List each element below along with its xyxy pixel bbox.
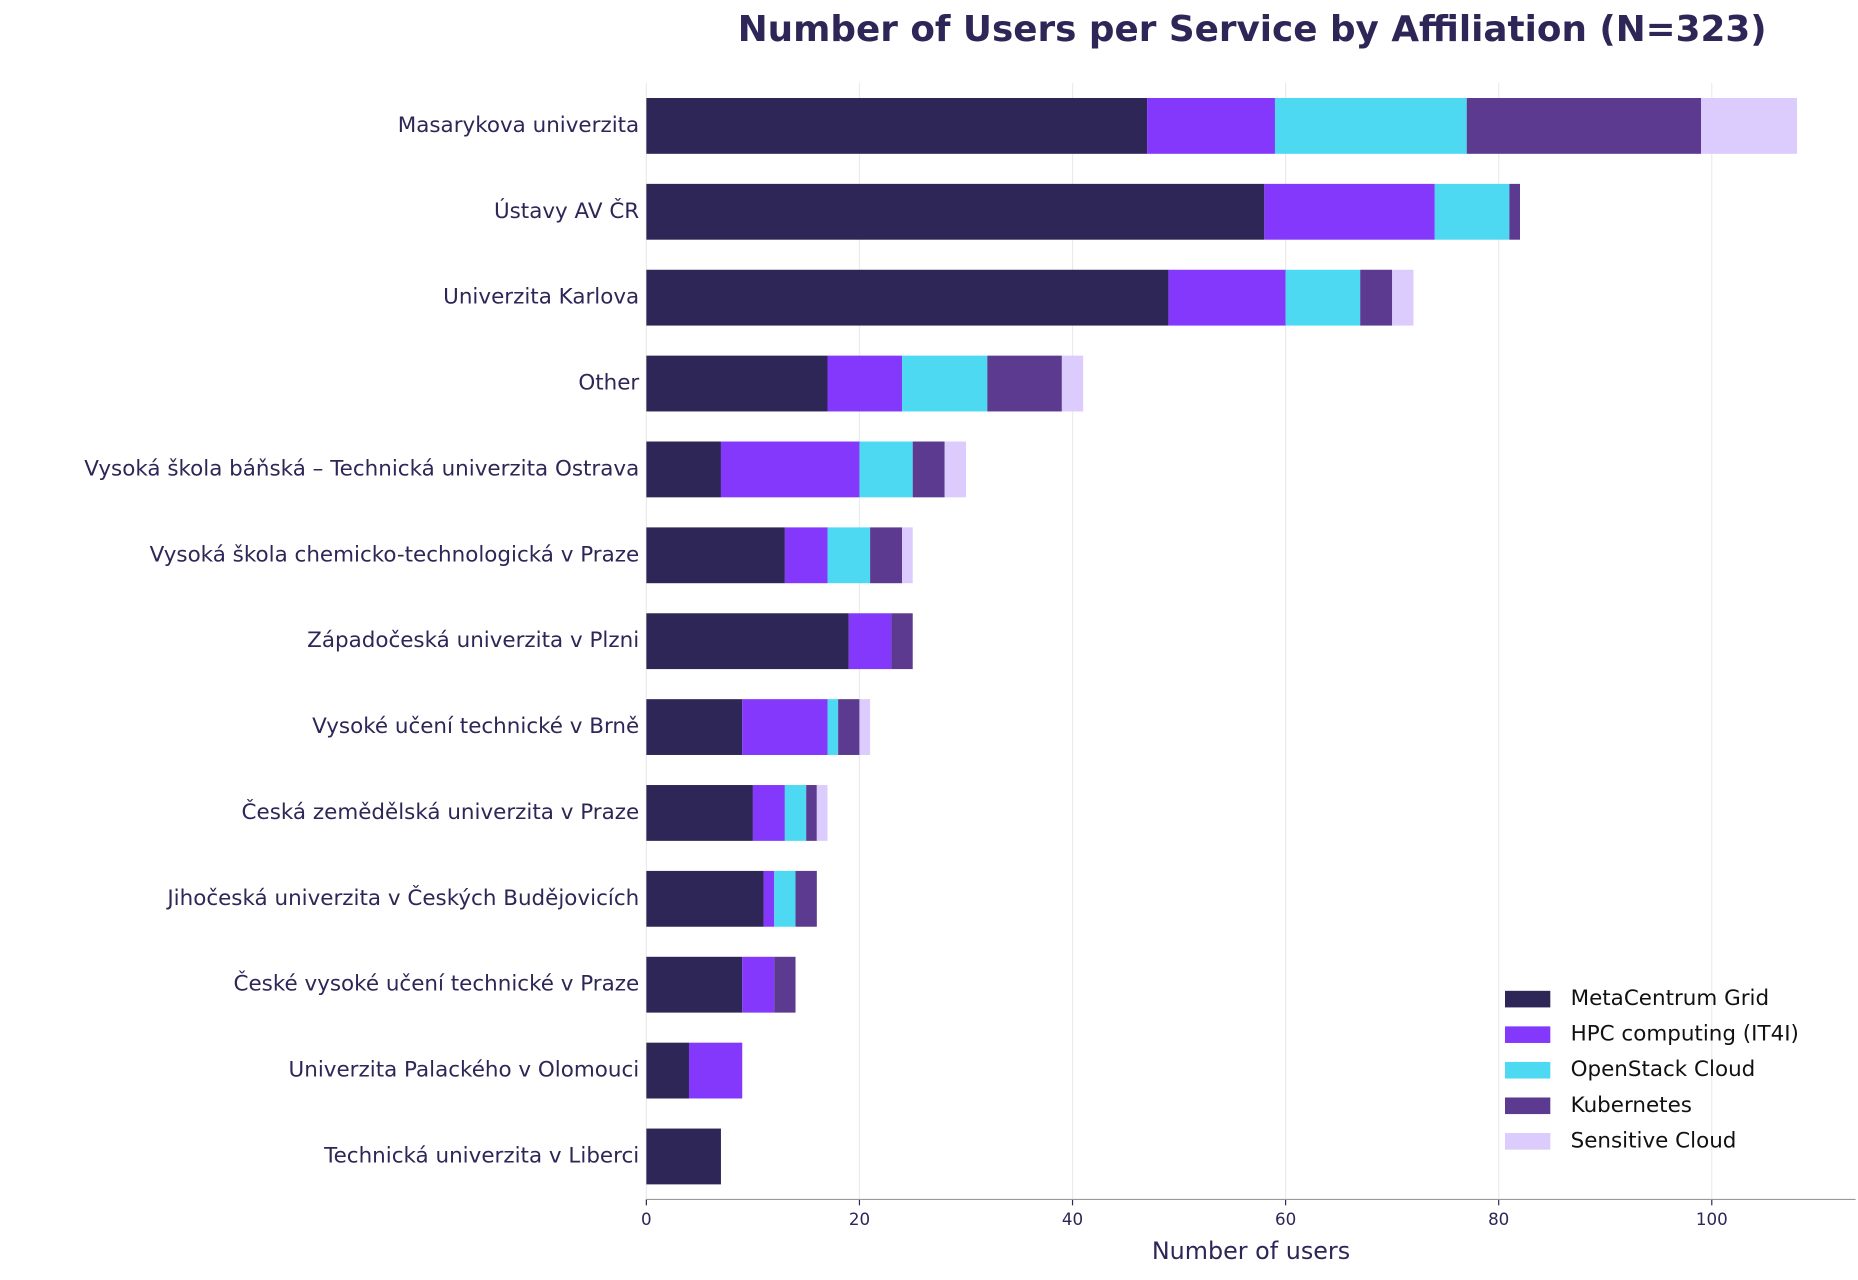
bar-segment (646, 956, 743, 1013)
bar-segment (870, 527, 903, 584)
bar-segment (646, 785, 753, 841)
x-tick-label: 0 (641, 1210, 652, 1229)
bar-segment (1264, 183, 1435, 240)
bar-segment (838, 699, 860, 755)
legend-swatch (1505, 990, 1551, 1008)
bar-segment (1509, 183, 1521, 240)
bar-segment (827, 527, 871, 584)
bar-segment (1392, 269, 1414, 326)
y-tick-label: Vysoké učení technické v Brně (312, 714, 639, 739)
legend-swatch (1505, 1097, 1551, 1115)
bar-segment (891, 613, 913, 670)
x-tick-label: 40 (1062, 1210, 1083, 1229)
x-tick-label: 100 (1696, 1210, 1728, 1229)
bar-segment (827, 699, 839, 755)
bar-segment (646, 613, 849, 670)
y-tick-label: Masarykova univerzita (398, 113, 639, 138)
bar-segment (720, 441, 860, 498)
bar-segment (902, 527, 913, 584)
bar-segment (646, 870, 764, 927)
bar-segment (795, 870, 817, 927)
bar-segment (816, 785, 828, 841)
bar-segment (784, 527, 828, 584)
bar-segment (859, 441, 913, 498)
bar-segment (774, 956, 796, 1013)
y-tick-label: Česká zemědělská univerzita v Praze (242, 799, 640, 825)
bar-segment (1061, 355, 1084, 412)
bar-segment (912, 441, 945, 498)
bar-segment (1168, 269, 1286, 326)
y-tick-label: Vysoká škola chemicko-technologická v Pr… (150, 542, 640, 567)
x-tick-label: 60 (1275, 1210, 1296, 1229)
legend-swatch (1505, 1061, 1551, 1079)
x-tick-label: 80 (1488, 1210, 1509, 1229)
bar-segment (646, 1042, 689, 1099)
legend-swatch (1505, 1133, 1551, 1150)
legend-label: Kubernetes (1571, 1093, 1692, 1118)
bar-segment (827, 355, 903, 412)
bar-segment (646, 97, 1148, 154)
y-tick-label: Technická univerzita v Liberci (323, 1144, 639, 1169)
y-tick-label: Vysoká škola báňská – Technická univerzi… (84, 456, 639, 481)
bar-segment (752, 785, 785, 841)
x-tick-label: 20 (849, 1210, 870, 1229)
bar-segment (1360, 269, 1393, 326)
bar-segment (848, 613, 892, 670)
bar-segment (646, 441, 721, 498)
y-tick-label: Other (578, 371, 639, 396)
y-tick-label: České vysoké učení technické v Praze (234, 971, 640, 997)
bar-segment (1466, 97, 1702, 154)
legend-swatch (1505, 1026, 1551, 1043)
y-tick-label: Západočeská univerzita v Plzni (307, 628, 639, 653)
legend-label: OpenStack Cloud (1571, 1057, 1756, 1082)
bar-segment (1147, 97, 1275, 154)
bar-segment (646, 269, 1169, 326)
y-tick-label: Univerzita Karlova (443, 285, 639, 310)
y-tick-label: Jihočeská univerzita v Českých Budějovic… (165, 885, 639, 911)
x-axis-label: Number of users (1152, 1237, 1350, 1265)
bar-segment (646, 527, 785, 584)
bar-segment (774, 870, 796, 927)
bar-segment (987, 355, 1062, 412)
bar-segment (784, 785, 807, 841)
bar-segment (646, 1128, 721, 1185)
chart-title: Number of Users per Service by Affiliati… (738, 9, 1767, 50)
bar-segment (1701, 97, 1798, 154)
bar-segment (902, 355, 988, 412)
y-tick-label: Ústavy AV ČR (494, 198, 639, 224)
bar-segment (1274, 97, 1467, 154)
bar-segment (763, 870, 775, 927)
bar-segment (742, 699, 828, 755)
bar-segment (806, 785, 817, 841)
bar-segment (1434, 183, 1510, 240)
bar-segment (742, 956, 775, 1013)
bar-segment (688, 1042, 743, 1099)
bar-segment (1285, 269, 1361, 326)
legend-label: HPC computing (IT4I) (1571, 1022, 1799, 1047)
bar-segment (944, 441, 966, 498)
bar-segment (859, 699, 871, 755)
bar-segment (646, 355, 828, 412)
legend-label: Sensitive Cloud (1571, 1128, 1737, 1153)
legend-label: MetaCentrum Grid (1571, 986, 1770, 1011)
y-tick-label: Univerzita Palackého v Olomouci (289, 1058, 640, 1083)
bar-segment (646, 183, 1265, 240)
bar-segment (646, 699, 743, 755)
